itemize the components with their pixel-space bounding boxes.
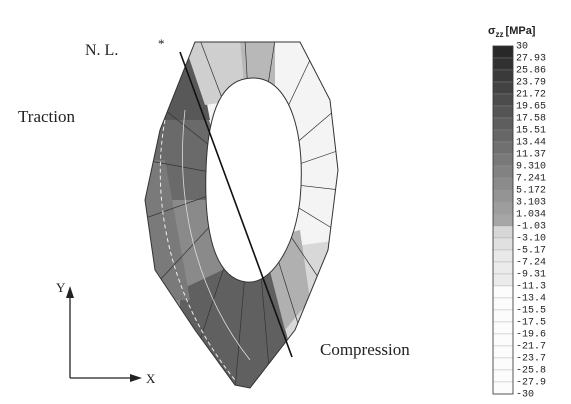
colorbar-label: 5.172 [516, 186, 546, 197]
colorbar-band [492, 369, 514, 383]
colorbar-label: 15.51 [516, 126, 546, 137]
colorbar-band [492, 381, 514, 395]
colorbar-label: -27.9 [516, 378, 546, 389]
colorbar-band [492, 69, 514, 83]
colorbar-label: -23.7 [516, 354, 546, 365]
colorbar-label: 13.44 [516, 138, 546, 149]
colorbar-label: 21.72 [516, 90, 546, 101]
colorbar-title: σzz [MPa] [488, 25, 536, 39]
colorbar-label: 23.79 [516, 78, 546, 89]
colorbar-label: 11.37 [516, 150, 546, 161]
asterisk: * [158, 36, 165, 51]
colorbar-band [492, 297, 514, 311]
colorbar-label: -17.5 [516, 318, 546, 329]
colorbar-band [492, 237, 514, 251]
axis-icon [66, 286, 142, 382]
colorbar-label: -1.03 [516, 222, 546, 233]
colorbar-frame [492, 45, 514, 395]
colorbar-label: 19.65 [516, 102, 546, 113]
colorbar-label: -19.6 [516, 330, 546, 341]
colorbar-band [492, 93, 514, 107]
colorbar-label: 7.241 [516, 174, 546, 185]
colorbar-label: -21.7 [516, 342, 546, 353]
colorbar-label: 3.103 [516, 198, 546, 209]
colorbar-label: -25.8 [516, 366, 546, 377]
colorbar-band [492, 321, 514, 335]
colorbar-band [492, 153, 514, 167]
colorbar-label: -30 [516, 390, 534, 401]
colorbar-label: -13.4 [516, 294, 546, 305]
colorbar-band [492, 57, 514, 71]
compression-label: Compression [320, 340, 410, 359]
colorbar-label: -9.31 [516, 270, 546, 281]
colorbar-band [492, 285, 514, 299]
colorbar-band [492, 81, 514, 95]
colorbar-band [492, 261, 514, 275]
traction-label: Traction [18, 107, 75, 126]
colorbar-label: 27.93 [516, 54, 546, 65]
colorbar-label: 17.58 [516, 114, 546, 125]
ring-outline [144, 41, 339, 389]
colorbar-label: -15.5 [516, 306, 546, 317]
x-axis-label: X [146, 371, 156, 386]
colorbar-band [492, 213, 514, 227]
colorbar-band [492, 45, 514, 59]
unit: [MPa] [506, 25, 536, 37]
y-axis-label: Y [56, 280, 66, 295]
colorbar-label: -5.17 [516, 246, 546, 257]
colorbar-band [492, 129, 514, 143]
neutral-line-label: N. L. [85, 42, 118, 59]
colorbar-label: 25.86 [516, 66, 546, 77]
colorbar-label: 30 [516, 42, 528, 53]
neutral-line [179, 51, 293, 358]
colorbar-band [492, 117, 514, 131]
colorbar-band [492, 357, 514, 371]
colorbar-band [492, 177, 514, 191]
colorbar-band [492, 105, 514, 119]
colorbar-band [492, 309, 514, 323]
symbol: σ [488, 25, 496, 37]
colorbar-label: -7.24 [516, 258, 546, 269]
colorbar-label: 1.034 [516, 210, 546, 221]
colorbar-band [492, 333, 514, 347]
colorbar-band [492, 201, 514, 215]
colorbar-band [492, 141, 514, 155]
subscript: zz [496, 30, 504, 39]
colorbar-label: -11.3 [516, 282, 546, 293]
colorbar-band [492, 189, 514, 203]
colorbar-band [492, 345, 514, 359]
colorbar-band [492, 273, 514, 287]
colorbar-band [492, 225, 514, 239]
colorbar-label: -3.10 [516, 234, 546, 245]
colorbar-band [492, 249, 514, 263]
colorbar-label: 9.310 [516, 162, 546, 173]
colorbar-band [492, 165, 514, 179]
